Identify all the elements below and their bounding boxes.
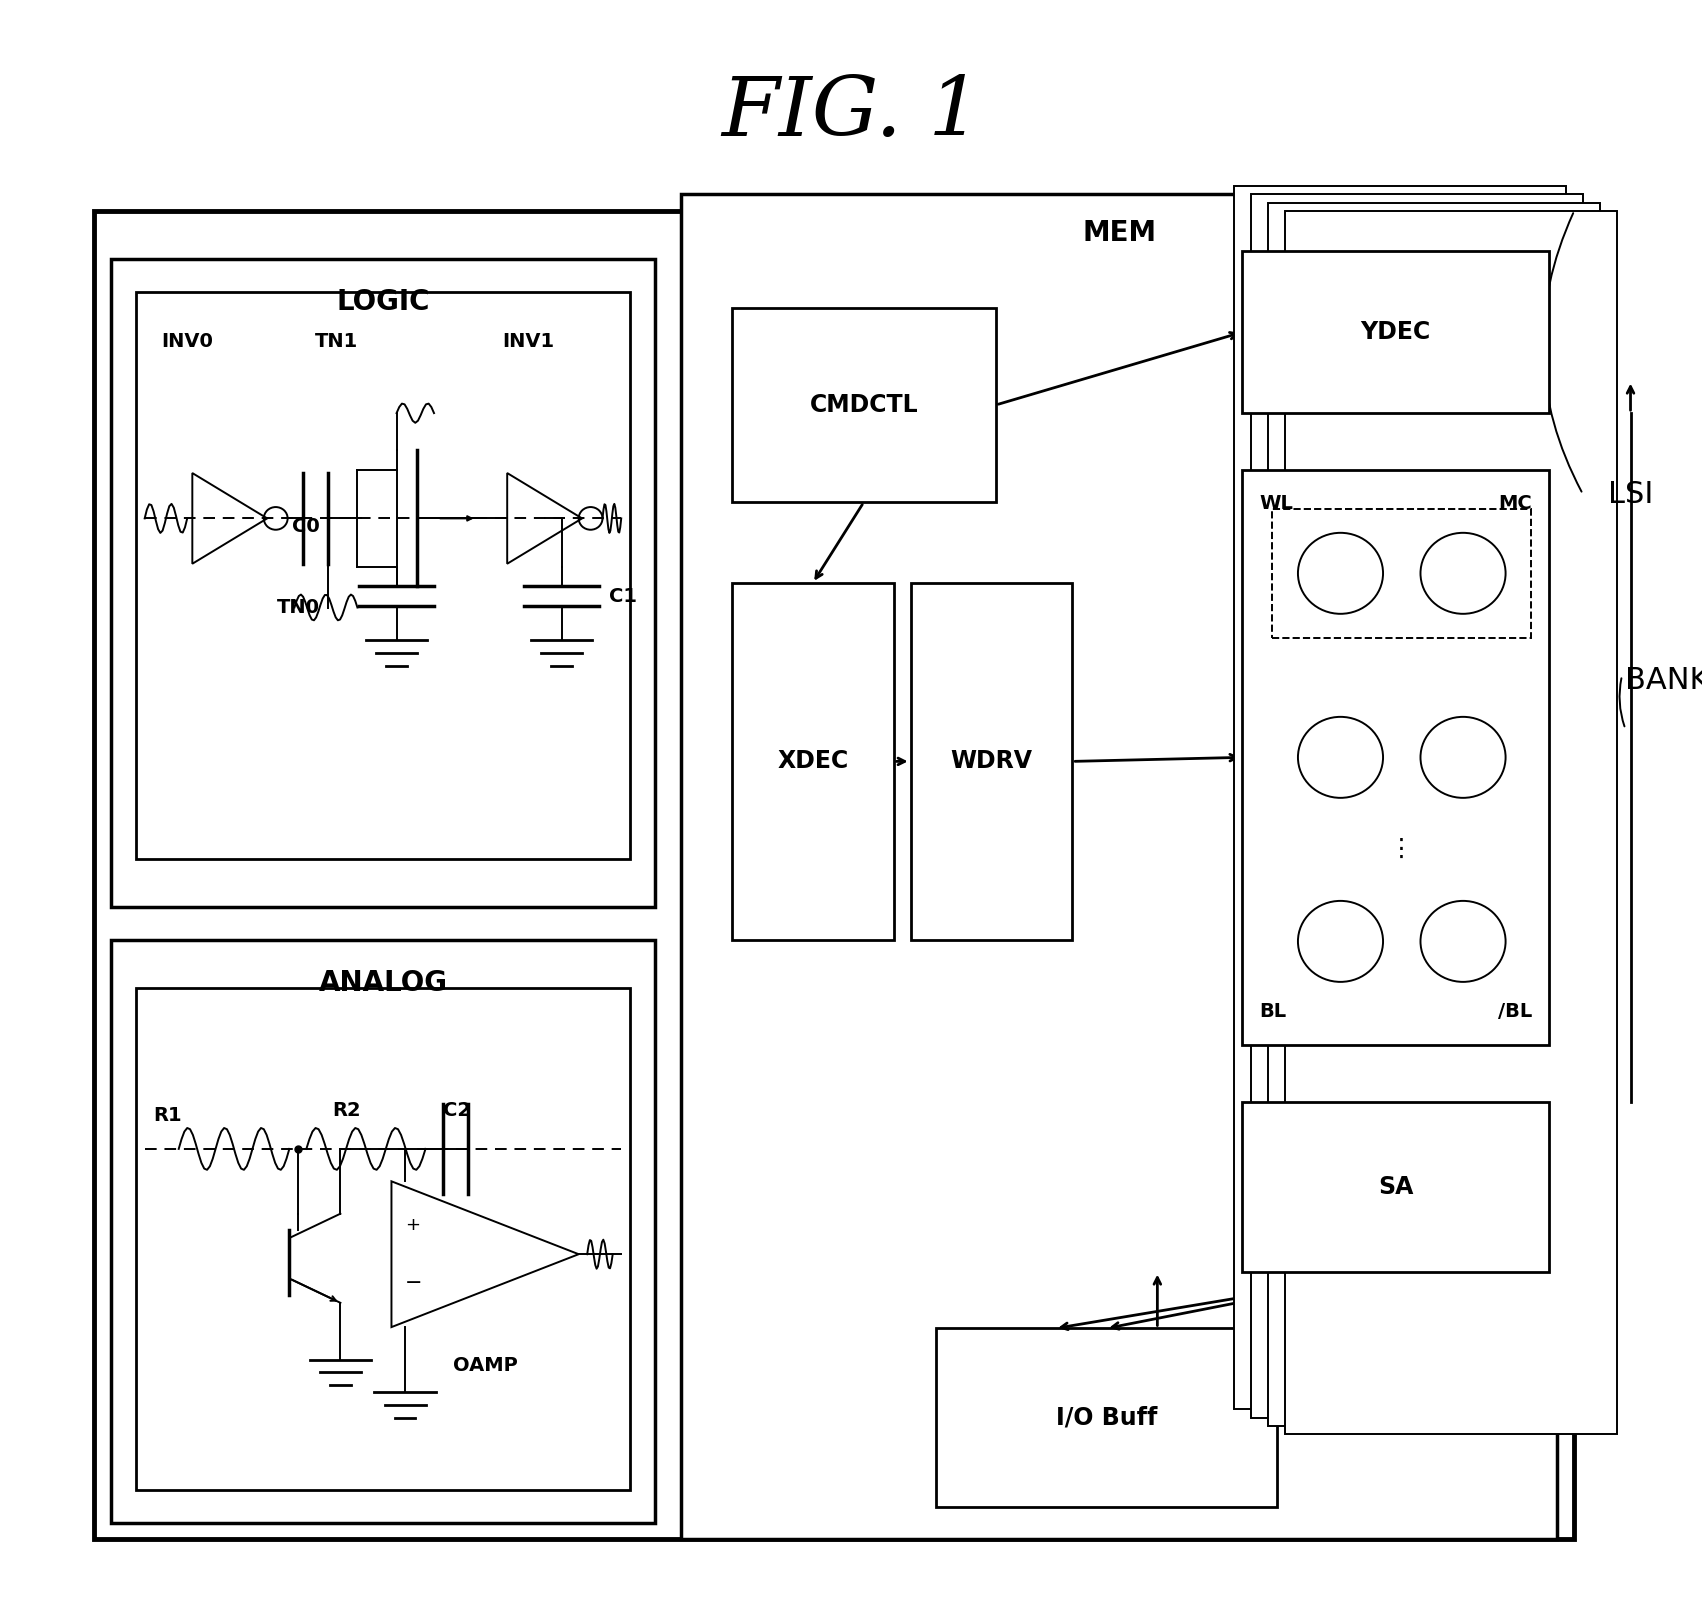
Bar [111, 259, 655, 907]
Text: INV1: INV1 [502, 332, 555, 352]
Text: OAMP: OAMP [453, 1356, 517, 1375]
Text: I/O Buff: I/O Buff [1055, 1406, 1157, 1429]
Text: LOGIC: LOGIC [337, 288, 429, 316]
Bar [1251, 194, 1583, 1418]
Text: +: + [405, 1217, 420, 1234]
Bar [681, 194, 1557, 1539]
Bar [1242, 251, 1549, 413]
Text: C2: C2 [443, 1100, 470, 1119]
Text: ⋮: ⋮ [1389, 838, 1414, 862]
Text: BL: BL [1259, 1001, 1287, 1021]
FancyArrowPatch shape [1544, 214, 1581, 491]
Bar [1268, 202, 1600, 1426]
Text: C0: C0 [293, 517, 320, 536]
Text: TN1: TN1 [315, 332, 357, 352]
Text: R2: R2 [332, 1100, 361, 1119]
Text: ANALOG: ANALOG [318, 969, 448, 996]
Bar [111, 940, 655, 1523]
Bar [136, 292, 630, 859]
Bar [911, 583, 1072, 940]
Bar [1234, 186, 1566, 1409]
Text: BANK: BANK [1625, 666, 1702, 695]
Bar [732, 308, 996, 502]
Bar [136, 988, 630, 1490]
Bar [1242, 470, 1549, 1045]
Text: TN0: TN0 [277, 598, 320, 617]
Text: /BL: /BL [1498, 1001, 1532, 1021]
Text: XDEC: XDEC [778, 750, 848, 773]
Text: SA: SA [1379, 1174, 1413, 1199]
Bar [936, 1328, 1276, 1507]
Text: LSI: LSI [1608, 480, 1654, 509]
Bar [1273, 509, 1532, 638]
Text: FIG. 1: FIG. 1 [722, 73, 980, 152]
Bar [1242, 1102, 1549, 1272]
Text: WDRV: WDRV [950, 750, 1033, 773]
Bar [94, 211, 1574, 1539]
Text: MC: MC [1498, 494, 1532, 514]
Bar [1285, 211, 1617, 1434]
Text: WL: WL [1259, 494, 1294, 514]
Text: C1: C1 [609, 586, 637, 606]
Text: CMDCTL: CMDCTL [810, 394, 917, 416]
FancyArrowPatch shape [1620, 679, 1624, 726]
Text: R1: R1 [153, 1105, 182, 1124]
Text: −: − [405, 1273, 422, 1293]
Text: INV0: INV0 [162, 332, 213, 352]
Text: YDEC: YDEC [1360, 321, 1431, 343]
Bar [732, 583, 894, 940]
Text: MEM: MEM [1082, 219, 1156, 246]
